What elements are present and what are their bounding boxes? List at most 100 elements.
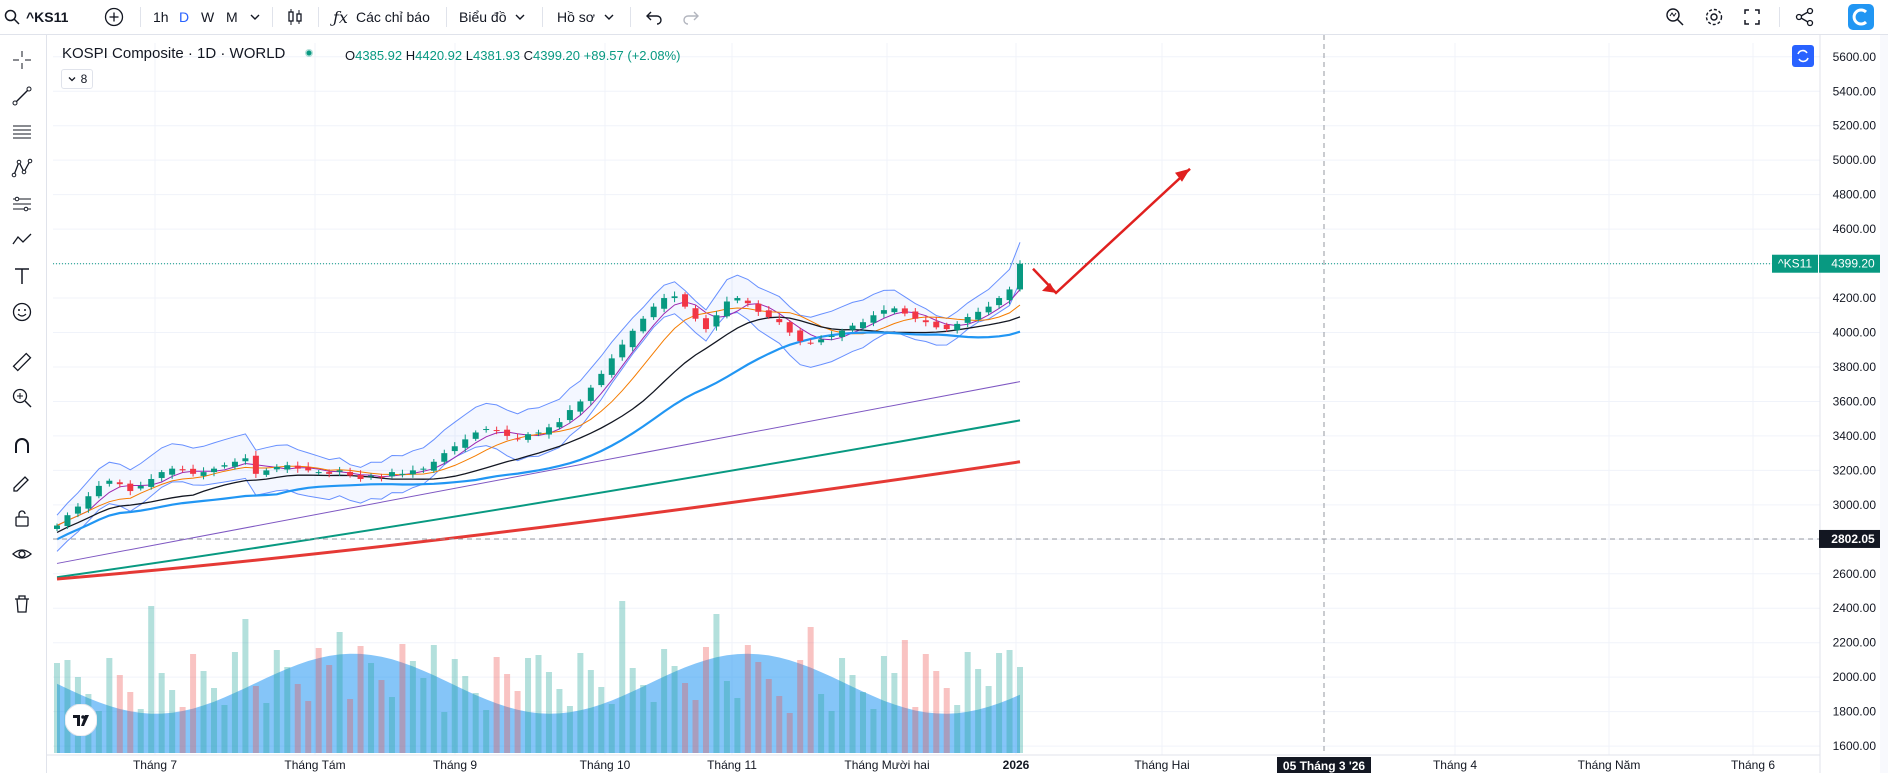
candle-body: [839, 330, 846, 337]
emoji-tool[interactable]: [9, 299, 35, 325]
volume-bar: [880, 656, 887, 753]
magnet-tool[interactable]: [9, 433, 35, 459]
y-tick-label: 2600.00: [1833, 567, 1877, 581]
candle-body: [190, 468, 197, 474]
chart-area[interactable]: 5600.00 5400.00 5200.00 5000.00 4800.00 4600.…: [47, 35, 1888, 775]
candle-body: [127, 483, 134, 492]
volume-bar: [137, 709, 144, 753]
tradingview-logo[interactable]: [64, 703, 98, 741]
volume-bar: [116, 675, 123, 753]
candle-body: [368, 475, 375, 477]
candle-body: [95, 485, 102, 497]
candle-body: [1017, 263, 1023, 290]
zoom-in-icon: [12, 388, 32, 408]
volume-bar: [190, 654, 197, 753]
candle-type-button[interactable]: [285, 0, 305, 34]
volume-bar: [399, 644, 406, 753]
volume-bar: [870, 709, 877, 753]
y-tick-label: 4200.00: [1833, 291, 1877, 305]
candle-body: [556, 422, 563, 428]
candle-body: [797, 330, 804, 342]
chevron-down-icon: [604, 14, 614, 20]
y-tick-label: 5000.00: [1833, 153, 1877, 167]
candle-body: [85, 496, 92, 509]
symbol-search[interactable]: ^KS11: [4, 0, 68, 34]
volume-bar: [723, 681, 730, 753]
volume-bar: [221, 705, 228, 753]
interval-dropdown[interactable]: [249, 0, 261, 34]
zoom-tool[interactable]: [9, 385, 35, 411]
volume-bar: [577, 653, 584, 753]
interval-1h[interactable]: 1h: [153, 0, 169, 34]
candle-body: [483, 429, 490, 431]
interval-d[interactable]: D: [179, 0, 189, 34]
interval-w[interactable]: W: [201, 0, 214, 34]
arrow-annotation: [1032, 167, 1191, 295]
app-logo-icon: [1848, 4, 1874, 30]
volume-bar: [912, 707, 919, 753]
stay-drawing-tool[interactable]: [9, 469, 35, 495]
volume-bar: [535, 655, 542, 753]
candle-body: [912, 311, 919, 319]
top-toolbar: ^KS11 1h D W M ƒx Các chỉ báo Biểu đồ Hồ…: [0, 0, 1888, 35]
profile-label: Hồ sơ: [557, 9, 595, 25]
remove-drawings-tool[interactable]: [9, 591, 35, 617]
indicators-button[interactable]: ƒx Các chỉ báo: [333, 0, 430, 34]
price-chart[interactable]: 5600.00 5400.00 5200.00 5000.00 4800.00 4600.…: [47, 35, 1888, 775]
chart-type-menu[interactable]: Biểu đồ: [459, 0, 526, 34]
trend-line-tool[interactable]: [9, 83, 35, 109]
volume-bar: [692, 700, 699, 753]
collapsed-indicators-toggle[interactable]: 8: [61, 69, 93, 89]
undo-button[interactable]: [645, 0, 663, 34]
pattern-tool[interactable]: [9, 155, 35, 181]
candle-body: [933, 321, 940, 328]
magnet-icon: [15, 438, 29, 453]
arrow-head: [1042, 282, 1056, 293]
profile-menu[interactable]: Hồ sơ: [557, 0, 615, 34]
axis-scrollbar[interactable]: [1880, 35, 1888, 773]
measure-tool[interactable]: [9, 349, 35, 375]
volume-bar: [891, 673, 898, 753]
search-icon: [4, 9, 20, 25]
volume-bar: [566, 706, 573, 753]
x-tick-label: 2026: [1003, 758, 1030, 772]
forecast-tool[interactable]: [9, 191, 35, 217]
compare-button[interactable]: [104, 0, 124, 34]
volume-bar: [357, 646, 364, 753]
ohlc-values: O4385.92 H4420.92 L4381.93 C4399.20 +89.…: [345, 48, 681, 63]
volume-bar: [347, 699, 354, 753]
channel-tool[interactable]: [9, 119, 35, 145]
candle-body: [566, 410, 573, 421]
visibility-tool[interactable]: [9, 541, 35, 567]
symbol-label: ^KS11: [26, 9, 69, 25]
redo-button[interactable]: [682, 0, 700, 34]
lock-tool[interactable]: [9, 505, 35, 531]
horizontal-lines-icon: [13, 125, 31, 139]
volume-bar: [629, 668, 636, 753]
candle-body: [326, 472, 333, 474]
crosshair-icon: [13, 51, 31, 69]
y-tick-label: 2000.00: [1833, 670, 1877, 684]
ruler-icon: [12, 352, 32, 372]
share-button[interactable]: [1795, 0, 1815, 34]
interval-m[interactable]: M: [226, 0, 238, 34]
auto-scale-button[interactable]: [1792, 45, 1814, 72]
fullscreen-button[interactable]: [1743, 0, 1761, 34]
y-tick-label: 3800.00: [1833, 360, 1877, 374]
y-tick-label: 1600.00: [1833, 739, 1877, 753]
settings-button[interactable]: [1704, 0, 1724, 34]
volume-bar: [682, 683, 689, 753]
volume-bar: [451, 659, 458, 753]
volume-bar: [964, 652, 971, 753]
candle-body: [587, 387, 594, 401]
quick-search-button[interactable]: [1665, 0, 1685, 34]
trash-icon: [15, 595, 29, 613]
crosshair-tool[interactable]: [9, 47, 35, 73]
candle-body: [211, 468, 218, 473]
cloud-app-button[interactable]: [1848, 0, 1874, 34]
projection-tool[interactable]: [9, 227, 35, 253]
candle-body: [137, 485, 144, 489]
candle-body: [713, 315, 720, 327]
text-tool[interactable]: [9, 263, 35, 289]
unlock-icon: [15, 510, 29, 527]
